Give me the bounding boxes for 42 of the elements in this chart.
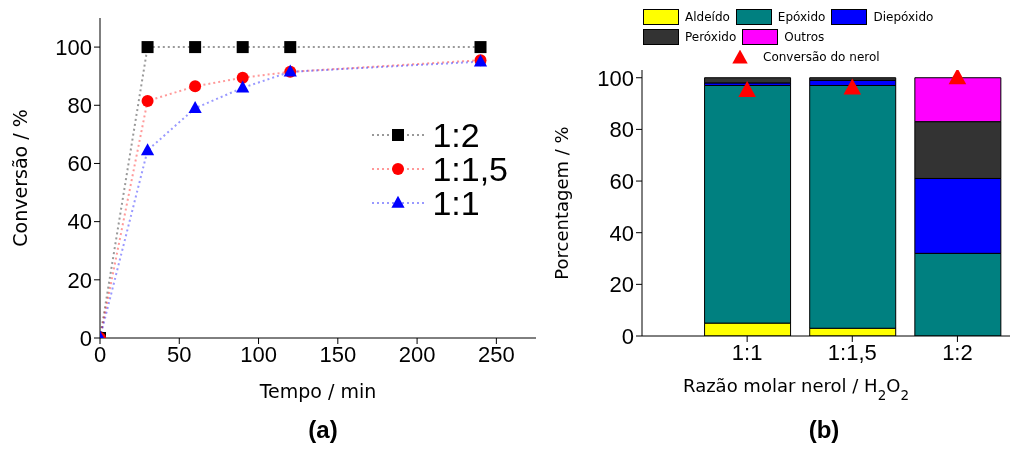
y-tick-label: 60 (609, 168, 634, 194)
point (141, 41, 154, 54)
y-tick-label: 20 (67, 267, 92, 293)
x-axis-title: Razão molar nerol / H$_{2}$O$_{2}$ (683, 375, 909, 403)
x-axis-title: Tempo / min (258, 380, 377, 402)
legend-label: Diepóxido (873, 10, 934, 24)
point (284, 41, 297, 54)
y-axis-title: Porcentagem / % (551, 126, 573, 280)
point (141, 94, 154, 107)
x-tick-label: 200 (398, 341, 436, 367)
point (189, 41, 202, 54)
legend-label: Aldeído (685, 10, 730, 24)
x-tick-label: 1:1,5 (827, 339, 877, 365)
y-tick-label: 20 (609, 272, 634, 298)
legend-label: Outros (784, 30, 825, 44)
x-tick-label: 250 (478, 341, 515, 367)
legend-label: Conversão do nerol (763, 50, 880, 64)
y-tick-label: 60 (67, 151, 92, 177)
point (236, 41, 249, 54)
point (188, 100, 202, 113)
y-tick-label: 40 (609, 220, 634, 246)
y-tick-label: 100 (597, 65, 634, 91)
point (189, 80, 202, 93)
point (236, 71, 249, 84)
legend-label: Peróxido (685, 30, 737, 44)
text: (b) (807, 416, 841, 444)
x-tick-label: 50 (167, 341, 192, 367)
y-axis-title: Conversão / % (8, 109, 31, 247)
y-tick-label: 40 (67, 209, 92, 235)
y-tick-label: 80 (609, 117, 634, 143)
y-tick-label: 80 (67, 93, 92, 119)
x-tick-label: 1:1 (731, 339, 763, 365)
text: (a) (307, 416, 339, 444)
point (474, 41, 487, 54)
y-tick-label: 0 (621, 323, 634, 349)
x-tick-label: 1:2 (942, 339, 973, 365)
legend-label: Epóxido (777, 10, 826, 24)
point (236, 80, 250, 93)
point (140, 143, 155, 156)
y-tick-label: 100 (55, 34, 92, 60)
x-tick-label: 100 (240, 341, 277, 367)
x-tick-label: 150 (319, 341, 357, 367)
